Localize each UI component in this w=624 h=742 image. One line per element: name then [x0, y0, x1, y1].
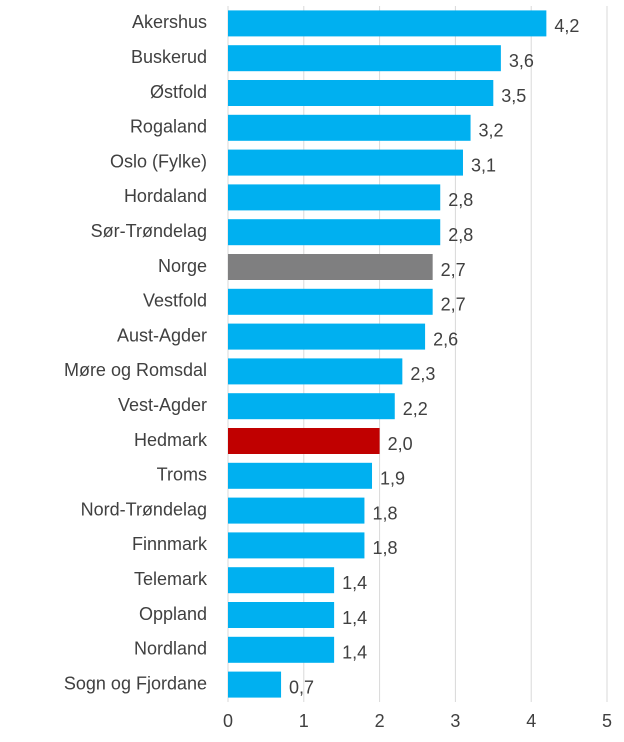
y-tick-label: Buskerud [131, 47, 207, 67]
bar [228, 80, 494, 106]
value-label: 2,7 [441, 260, 466, 280]
x-tick-label: 5 [602, 711, 612, 731]
y-tick-label: Oslo (Fylke) [110, 151, 207, 171]
bar [228, 45, 501, 72]
bar [228, 567, 335, 594]
y-tick-label: Norge [158, 256, 207, 276]
bar [228, 497, 365, 524]
y-tick-label: Rogaland [130, 117, 207, 137]
bar [228, 671, 282, 698]
y-tick-label: Møre og Romsdal [64, 360, 207, 380]
y-tick-label: Nord-Trøndelag [81, 499, 207, 519]
y-tick-label: Hedmark [134, 430, 208, 450]
bar [228, 288, 433, 315]
value-label: 2,7 [441, 295, 466, 315]
value-label: 3,6 [509, 51, 534, 71]
y-tick-label: Aust-Agder [117, 325, 207, 345]
value-label: 1,4 [342, 573, 367, 593]
bar [228, 149, 463, 176]
value-label: 2,6 [433, 329, 458, 349]
y-tick-label: Østfold [150, 82, 207, 102]
x-tick-label: 3 [450, 711, 460, 731]
value-label: 3,2 [479, 121, 504, 141]
bar [228, 462, 373, 489]
y-tick-label: Sogn og Fjordane [64, 673, 207, 693]
value-label: 1,9 [380, 469, 405, 489]
bar [228, 184, 441, 211]
value-label: 0,7 [289, 677, 314, 697]
x-tick-label: 2 [375, 711, 385, 731]
value-label: 3,1 [471, 155, 496, 175]
x-tick-label: 1 [299, 711, 309, 731]
value-label: 2,3 [410, 364, 435, 384]
y-tick-label: Vest-Agder [118, 395, 207, 415]
value-label: 4,2 [554, 16, 579, 36]
value-label: 3,5 [501, 86, 526, 106]
y-tick-label: Nordland [134, 639, 207, 659]
y-tick-label: Finnmark [132, 534, 208, 554]
value-label: 2,8 [448, 225, 473, 245]
x-tick-label: 4 [526, 711, 536, 731]
bar [228, 393, 395, 420]
bar [228, 219, 441, 246]
bar [228, 358, 403, 385]
y-tick-label: Telemark [134, 569, 208, 589]
bar [228, 602, 335, 628]
bar [228, 254, 433, 280]
y-tick-label: Vestfold [143, 291, 207, 311]
value-label: 2,0 [388, 434, 413, 454]
value-label: 2,2 [403, 399, 428, 419]
y-tick-label: Akershus [132, 12, 207, 32]
y-tick-label: Hordaland [124, 186, 207, 206]
y-tick-label: Oppland [139, 604, 207, 624]
y-tick-label: Troms [157, 465, 207, 485]
value-label: 2,8 [448, 190, 473, 210]
x-tick-label: 0 [223, 711, 233, 731]
value-label: 1,8 [372, 538, 397, 558]
bar [228, 114, 471, 141]
bar [228, 636, 335, 663]
bar [228, 10, 547, 37]
value-label: 1,4 [342, 643, 367, 663]
bar [228, 323, 426, 350]
y-tick-label: Sør-Trøndelag [91, 221, 207, 241]
bar [228, 428, 380, 454]
bar [228, 532, 365, 559]
value-label: 1,4 [342, 608, 367, 628]
value-label: 1,8 [372, 503, 397, 523]
